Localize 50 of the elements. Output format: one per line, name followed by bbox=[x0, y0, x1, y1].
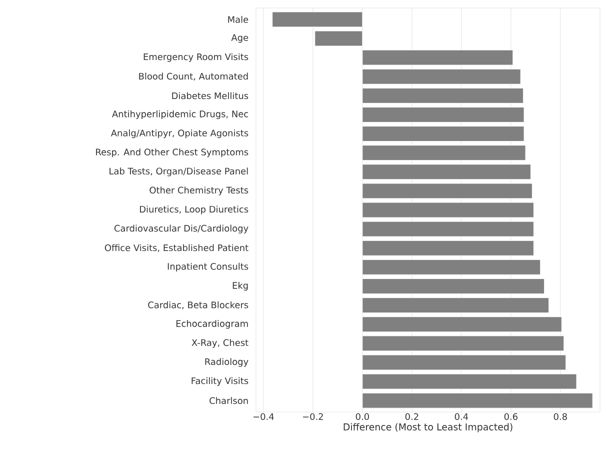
y-tick-label: Analg/Antipyr, Opiate Agonists bbox=[110, 129, 248, 138]
bar bbox=[362, 68, 521, 84]
y-tick-label: Antihyperlipidemic Drugs, Nec bbox=[112, 110, 248, 120]
y-tick-label: Blood Count, Automated bbox=[139, 72, 248, 81]
y-tick-label: X-Ray, Chest bbox=[192, 339, 248, 348]
bar bbox=[314, 30, 363, 46]
bar bbox=[362, 183, 532, 199]
bar bbox=[362, 126, 524, 142]
y-tick-label: Other Chemistry Tests bbox=[150, 186, 248, 196]
x-axis-title: Difference (Most to Least Impacted) bbox=[344, 423, 512, 432]
bar bbox=[362, 316, 562, 332]
y-tick-label: Age bbox=[231, 34, 248, 43]
x-tick-label: 0.2 bbox=[405, 413, 418, 420]
x-tick-label: 0.4 bbox=[454, 413, 468, 420]
bar bbox=[362, 145, 526, 161]
bar bbox=[272, 12, 363, 28]
x-tick-label: −0.2 bbox=[302, 413, 323, 420]
bar bbox=[362, 392, 593, 408]
y-tick-label: Office Visits, Established Patient bbox=[104, 244, 248, 252]
y-tick-label: Diuretics, Loop Diuretics bbox=[140, 206, 248, 214]
bar bbox=[362, 221, 534, 237]
y-tick-label: Emergency Room Visits bbox=[144, 53, 248, 62]
bar bbox=[362, 202, 534, 218]
y-tick-label: Cardiac, Beta Blockers bbox=[148, 301, 248, 310]
x-tick-label: 0.0 bbox=[356, 413, 369, 420]
bar bbox=[362, 336, 564, 352]
x-tick-label: 0.8 bbox=[554, 413, 567, 420]
y-tick-label: Cardiovascular Dis/Cardiology bbox=[114, 224, 248, 234]
bar bbox=[362, 259, 541, 275]
y-tick-label: Resp. And Other Chest Symptoms bbox=[96, 148, 248, 158]
y-tick-label: Radiology bbox=[205, 358, 248, 367]
bar bbox=[362, 374, 577, 390]
bar bbox=[362, 88, 524, 104]
y-tick-label: Facility Visits bbox=[192, 377, 248, 386]
y-tick-label: Inpatient Consults bbox=[168, 262, 248, 272]
bar bbox=[362, 354, 566, 370]
bar bbox=[362, 278, 545, 294]
bar bbox=[362, 298, 550, 314]
bar bbox=[362, 240, 534, 256]
x-tick-label: −0.4 bbox=[253, 413, 274, 420]
y-tick-label: Diabetes Mellitus bbox=[172, 92, 248, 100]
bar bbox=[362, 164, 531, 180]
y-tick-label: Charlson bbox=[210, 397, 248, 404]
y-tick-label: Male bbox=[228, 16, 248, 23]
y-tick-label: Lab Tests, Organ/Disease Panel bbox=[110, 168, 248, 176]
y-tick-label: Ekg bbox=[232, 282, 248, 291]
x-tick-label: 0.6 bbox=[504, 413, 518, 420]
y-tick-label: Echocardiogram bbox=[176, 320, 248, 329]
bar bbox=[362, 106, 524, 122]
bar bbox=[362, 50, 514, 66]
